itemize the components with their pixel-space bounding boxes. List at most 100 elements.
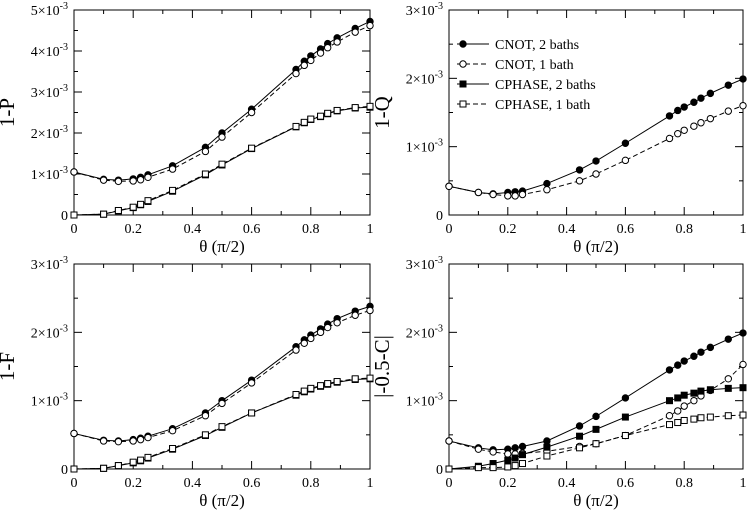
x-tick-label: 0.4 [184, 222, 202, 237]
data-point [724, 107, 732, 115]
x-tick-label: 0.8 [302, 476, 320, 491]
legend-marker [459, 60, 467, 68]
data-point [674, 394, 682, 402]
data-point [665, 366, 674, 374]
data-point [519, 451, 526, 459]
data-point [518, 190, 527, 199]
legend-label: CNOT, 1 bath [495, 58, 574, 73]
data-point [674, 129, 682, 138]
data-point [666, 421, 673, 429]
data-point [114, 206, 122, 214]
data-point [665, 412, 674, 420]
data-point [136, 176, 145, 184]
x-tick-label: 0.8 [302, 222, 320, 237]
x-tick-label: 0 [71, 476, 78, 491]
data-point [592, 425, 600, 433]
data-point [690, 415, 698, 423]
y-tick-label: 1×10-3 [406, 138, 443, 156]
data-point [519, 460, 526, 468]
data-point [292, 122, 300, 130]
data-point [144, 173, 152, 181]
data-point [504, 456, 512, 464]
series-cphase-1-bath [70, 102, 374, 219]
data-point [292, 69, 300, 78]
data-point [739, 360, 747, 369]
data-point [292, 346, 300, 354]
legend-marker [459, 40, 467, 48]
data-point [697, 387, 705, 395]
legend-label: CPHASE, 2 baths [495, 78, 596, 93]
data-point [665, 112, 674, 120]
y-tick-label: 0 [61, 463, 68, 478]
x-tick-label: 0.6 [617, 222, 635, 237]
data-point [323, 323, 332, 332]
y-tick-label: 3×10-3 [406, 1, 443, 19]
x-tick-label: 0.4 [558, 222, 576, 237]
y-tick-label: 4×10-3 [31, 42, 68, 60]
data-point [504, 450, 512, 458]
x-tick-label: 1 [740, 476, 747, 491]
data-point [576, 444, 584, 452]
data-point [137, 456, 145, 464]
data-point [70, 429, 78, 438]
x-tick-label: 0 [446, 222, 453, 237]
data-point [724, 384, 732, 392]
data-point [511, 462, 519, 470]
x-tick-label: 0.4 [184, 476, 202, 491]
legend-label: CNOT, 2 baths [495, 38, 579, 53]
data-point [307, 115, 315, 123]
data-point [680, 416, 688, 424]
data-point [543, 437, 551, 445]
data-point [504, 463, 512, 471]
y-axis-label: 1-Q [370, 96, 394, 129]
data-point [169, 445, 177, 452]
series-cnot-1-bath [445, 101, 747, 200]
data-point [666, 397, 673, 405]
legend-marker [459, 80, 467, 88]
data-point [724, 412, 732, 420]
data-point [136, 435, 145, 444]
data-point [351, 28, 359, 36]
y-axis-label: |-0.5-C| [370, 335, 394, 398]
data-point [300, 61, 308, 70]
x-tick-label: 0.2 [124, 222, 142, 237]
y-tick-label: 3×10-3 [31, 83, 68, 101]
series-line [448, 105, 744, 197]
data-point [680, 126, 688, 134]
data-point [100, 464, 108, 472]
data-point [323, 44, 332, 52]
data-point [543, 179, 551, 188]
data-point [99, 437, 108, 445]
data-point [247, 108, 256, 117]
data-point [144, 197, 152, 205]
y-axis-label: 1-P [0, 98, 19, 127]
data-point [690, 389, 698, 397]
legend-entry-cphase-1-bath: CPHASE, 1 bath [457, 98, 590, 113]
data-point [129, 458, 137, 466]
x-axis-label: θ (π/2) [573, 237, 619, 256]
data-point [351, 104, 359, 112]
legend-marker [459, 100, 467, 108]
y-tick-label: 0 [436, 463, 443, 478]
data-point [307, 56, 315, 65]
data-point [543, 186, 551, 194]
legend-entry-cphase-2-baths: CPHASE, 2 baths [457, 78, 596, 93]
data-point [351, 375, 359, 383]
data-point [739, 101, 747, 110]
x-tick-label: 0.2 [499, 476, 517, 491]
data-point [445, 182, 453, 191]
data-point [543, 443, 551, 451]
data-point [697, 414, 705, 422]
data-point [169, 186, 177, 194]
data-point [201, 412, 210, 420]
data-point [316, 49, 325, 57]
data-point [366, 102, 374, 110]
y-tick-label: 2×10-3 [31, 323, 68, 341]
data-point [674, 106, 682, 115]
data-point [324, 109, 332, 117]
data-point [680, 103, 688, 111]
data-point [129, 437, 137, 445]
data-point [575, 177, 584, 185]
legend: CNOT, 2 baths CNOT, 1 bath CPHASE, 2 baths… [457, 38, 596, 113]
